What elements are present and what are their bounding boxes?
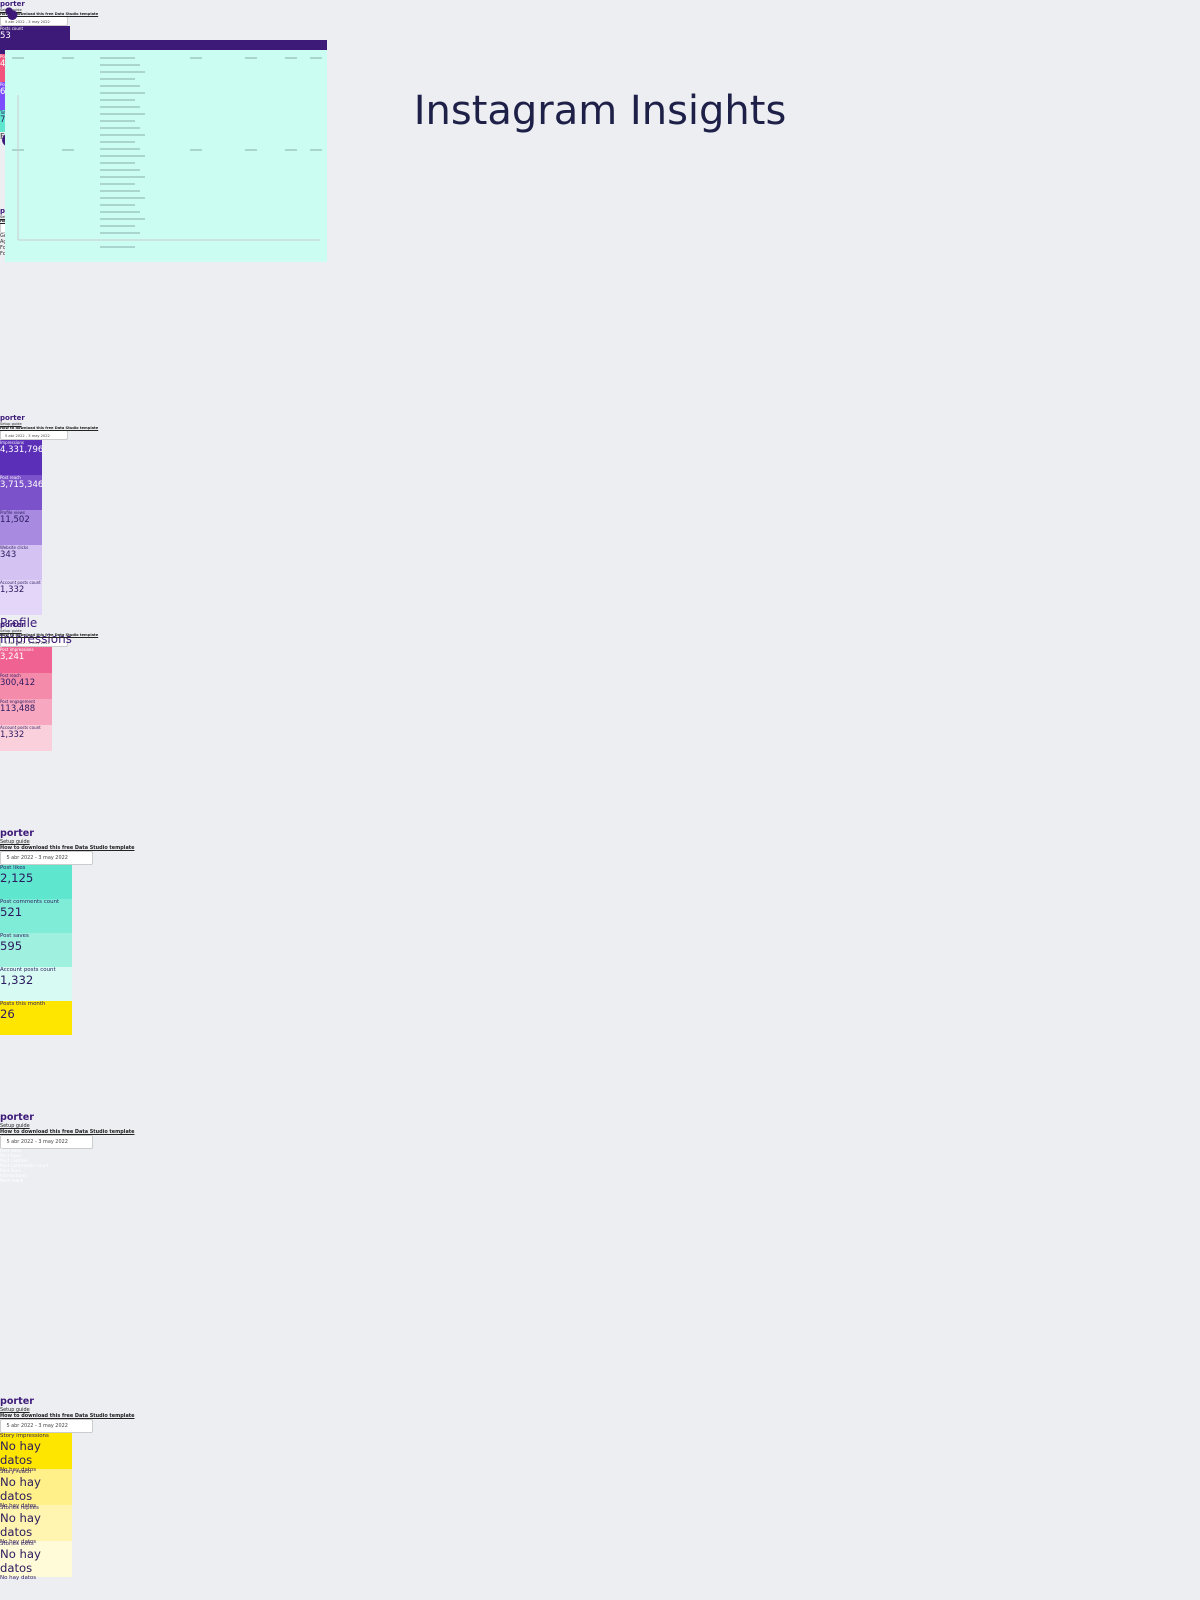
kpi-card: Post likes 2,125 bbox=[0, 864, 72, 899]
kpi-label: Profile views bbox=[0, 510, 26, 515]
template-link[interactable]: How to download this free Data Studio te… bbox=[0, 426, 99, 430]
logo: porter bbox=[0, 414, 25, 422]
kpi-card: Account posts count 1,332 bbox=[0, 580, 42, 615]
logo: porter bbox=[0, 828, 34, 839]
kpi-value: 521 bbox=[0, 904, 23, 919]
kpi-card: Website clicks 343 bbox=[0, 545, 42, 580]
kpi-value: 343 bbox=[0, 550, 17, 560]
kpi-value: 53 bbox=[0, 31, 11, 41]
kpi-label: Impressions bbox=[0, 440, 24, 445]
kpi-card: Stories exits No hay datos No hay datos bbox=[0, 1540, 72, 1581]
logo: porter bbox=[0, 621, 25, 629]
kpi-label: Posts count bbox=[0, 26, 24, 31]
kpi-card: Post engagement 113,488 bbox=[0, 699, 52, 725]
kpi-value: 1,332 bbox=[0, 972, 34, 987]
logo: porter bbox=[0, 1112, 34, 1123]
kpi-label: Post reach bbox=[0, 475, 21, 480]
kpi-note: No hay datos bbox=[0, 1574, 37, 1581]
kpi-card: Stories replies No hay datos No hay datos bbox=[0, 1504, 72, 1545]
page-title: Instagram Insights bbox=[413, 88, 787, 134]
kpi-value: 26 bbox=[0, 1006, 15, 1021]
kpi-value: 1,332 bbox=[0, 730, 25, 740]
kpi-card: Post impressions 3,241 bbox=[0, 647, 52, 673]
logo-icon bbox=[7, 10, 18, 20]
kpi-card: Post reach 3,715,346 bbox=[0, 475, 44, 510]
template-link[interactable]: How to download this free Data Studio te… bbox=[0, 633, 99, 637]
template-link[interactable]: How to download this free Data Studio te… bbox=[0, 845, 135, 851]
kpi-card: Account posts count 1,332 bbox=[0, 725, 52, 751]
kpi-value: No hay datos bbox=[0, 1546, 41, 1575]
kpi-card: Profile views 11,502 bbox=[0, 510, 42, 545]
template-link[interactable]: How to download this free Data Studio te… bbox=[0, 1413, 135, 1419]
kpi-value: No hay datos bbox=[0, 1510, 41, 1539]
kpi-card: Posts this month 26 bbox=[0, 1000, 72, 1035]
kpi-card: Story impressions No hay datos No hay dato… bbox=[0, 1432, 72, 1473]
kpi-label: Post impressions bbox=[0, 647, 34, 652]
panel-graphics bbox=[5, 10, 327, 262]
kpi-card: Impressions 4,331,796 bbox=[0, 440, 44, 475]
logo: porter bbox=[0, 1396, 34, 1407]
date-picker[interactable]: 5 abr 2022 - 3 may 2022 bbox=[0, 637, 68, 647]
kpi-value: 595 bbox=[0, 938, 23, 953]
template-link[interactable]: How to download this free Data Studio te… bbox=[0, 1129, 135, 1135]
kpi-label: Account posts count bbox=[0, 580, 41, 585]
table-header bbox=[5, 40, 327, 50]
kpi-label: Post reach bbox=[0, 673, 21, 678]
kpi-value: 3,715,346 bbox=[0, 480, 44, 490]
date-picker[interactable]: 5 abr 2022 - 3 may 2022 bbox=[0, 1419, 94, 1433]
date-picker[interactable]: 5 abr 2022 - 3 may 2022 bbox=[0, 851, 94, 865]
kpi-card: Post reach 300,412 bbox=[0, 673, 52, 699]
kpi-label: Website clicks bbox=[0, 545, 29, 550]
kpi-value: 11,502 bbox=[0, 515, 30, 525]
table-column-header: Post reach bbox=[0, 1178, 24, 1184]
page: Instagram Insights porter Setup guide How … bbox=[0, 0, 787, 1581]
kpi-value: 3,241 bbox=[0, 652, 25, 662]
logo: porter bbox=[0, 0, 25, 8]
kpi-card: Story reach No hay datos No hay datos bbox=[0, 1468, 72, 1509]
panel-graphics bbox=[7, 10, 320, 241]
kpi-value: No hay datos bbox=[0, 1474, 41, 1503]
kpi-label: Account posts count bbox=[0, 725, 41, 730]
table-body bbox=[5, 40, 327, 262]
kpi-card: Post saves 595 bbox=[0, 932, 72, 967]
setup-guide-link[interactable]: Setup guide bbox=[0, 629, 22, 633]
kpi-value: 113,488 bbox=[0, 704, 36, 714]
date-picker[interactable]: 5 abr 2022 - 3 may 2022 bbox=[0, 430, 68, 440]
kpi-label: Post engagement bbox=[0, 699, 36, 704]
setup-guide-link[interactable]: Setup guide bbox=[0, 422, 22, 426]
kpi-value: 2,125 bbox=[0, 870, 34, 885]
kpi-value: 4,331,796 bbox=[0, 445, 44, 455]
kpi-card: Post comments count 521 bbox=[0, 898, 72, 933]
kpi-value: 1,332 bbox=[0, 585, 25, 595]
kpi-card: Account posts count 1,332 bbox=[0, 966, 72, 1001]
kpi-value: No hay datos bbox=[0, 1438, 41, 1467]
date-picker[interactable]: 5 abr 2022 - 3 may 2022 bbox=[0, 16, 68, 26]
date-picker[interactable]: 5 abr 2022 - 3 may 2022 bbox=[0, 1135, 94, 1149]
kpi-value: 300,412 bbox=[0, 678, 36, 688]
template-link[interactable]: How to download this free Data Studio te… bbox=[0, 12, 99, 16]
pie-title: Age bbox=[0, 239, 10, 245]
